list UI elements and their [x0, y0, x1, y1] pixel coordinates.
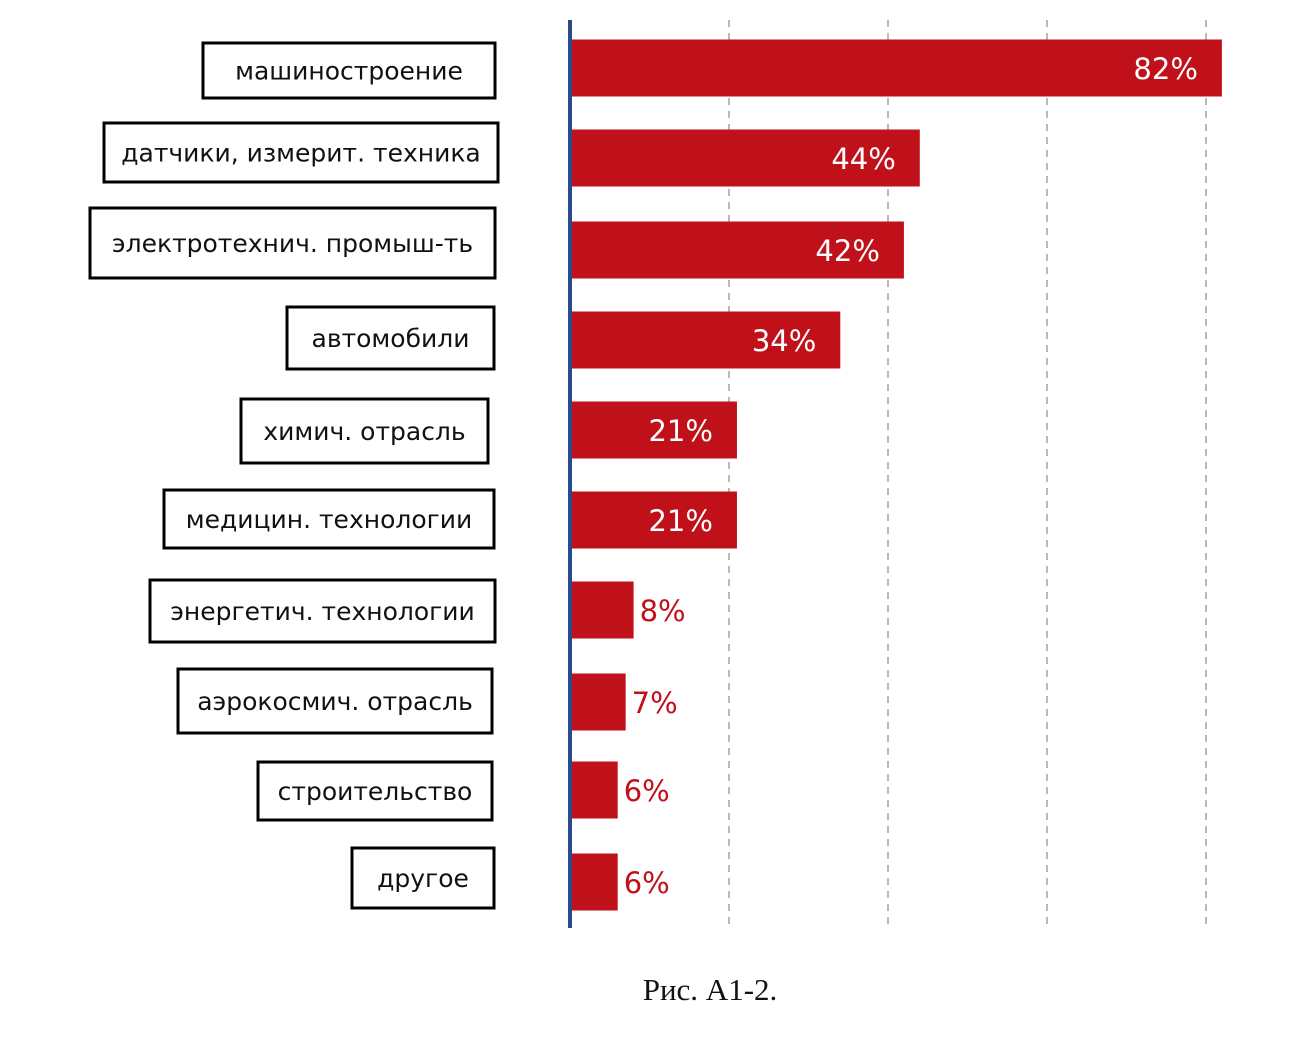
bar-6	[570, 581, 634, 639]
category-box-5	[162, 488, 496, 550]
category-label-6: энергетич. технологии	[170, 597, 475, 626]
value-label-6: 8%	[640, 594, 686, 628]
bar-7	[570, 673, 626, 731]
category-label-5: медицин. технологии	[186, 505, 473, 534]
category-label-3: автомобили	[312, 324, 470, 353]
bar-1	[570, 129, 920, 187]
category-box-6	[148, 578, 497, 644]
category-box-0	[201, 41, 497, 100]
bar-9	[570, 853, 618, 911]
value-label-7: 7%	[632, 686, 678, 720]
category-box-9	[350, 846, 496, 910]
category-label-0: машиностроение	[235, 57, 463, 86]
bar-8	[570, 761, 618, 819]
value-label-9: 6%	[624, 866, 670, 900]
value-label-3: 34%	[752, 324, 816, 358]
value-label-0: 82%	[1133, 52, 1197, 86]
bar-3	[570, 311, 841, 369]
category-label-7: аэрокосмич. отрасль	[197, 687, 473, 716]
category-label-8: строительство	[278, 777, 473, 806]
category-label-4: химич. отрасль	[263, 417, 465, 446]
bar-0	[570, 39, 1222, 97]
value-label-5: 21%	[648, 504, 712, 538]
category-box-3	[285, 305, 496, 371]
category-box-4	[239, 397, 490, 465]
category-box-8	[256, 760, 494, 822]
category-label-1: датчики, измерит. техника	[121, 139, 481, 168]
value-label-4: 21%	[648, 414, 712, 448]
value-label-1: 44%	[831, 142, 895, 176]
bar-4	[570, 401, 737, 459]
bar-2	[570, 221, 904, 279]
figure-caption: Рис. А1-2.	[642, 972, 778, 1007]
value-label-2: 42%	[815, 234, 879, 268]
category-box-1	[102, 121, 500, 184]
bar-5	[570, 491, 737, 549]
category-box-2	[88, 206, 497, 280]
value-label-8: 6%	[624, 774, 670, 808]
category-label-2: электротехнич. промыш-ть	[112, 229, 473, 258]
category-label-9: другое	[377, 864, 469, 893]
category-box-7	[176, 667, 494, 735]
